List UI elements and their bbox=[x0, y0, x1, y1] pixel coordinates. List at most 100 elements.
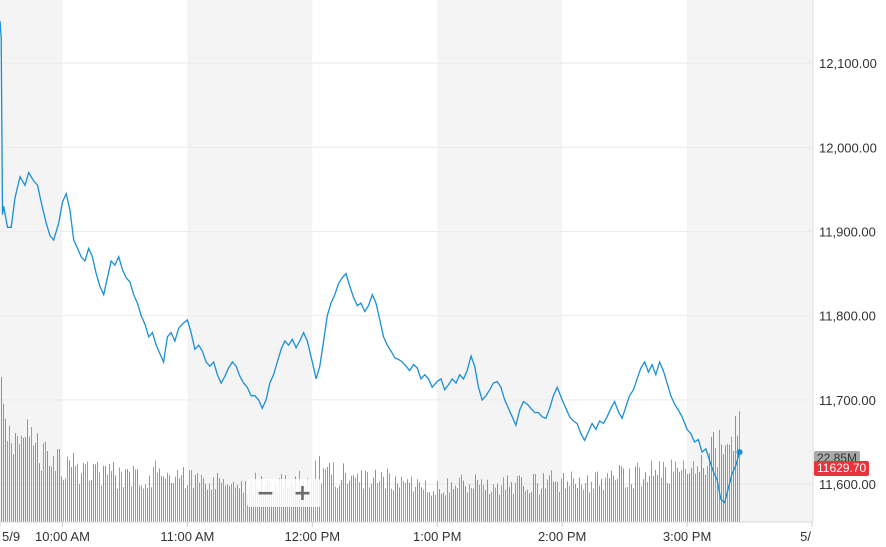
x-tick-label: 12:00 PM bbox=[284, 529, 340, 544]
volume-bar bbox=[87, 461, 88, 522]
volume-bar bbox=[81, 473, 82, 522]
volume-bar bbox=[331, 474, 332, 522]
volume-bar bbox=[427, 492, 428, 522]
volume-bar bbox=[49, 465, 50, 522]
volume-bar bbox=[213, 477, 214, 522]
volume-bar bbox=[595, 472, 596, 522]
session-band bbox=[437, 0, 563, 522]
volume-bar bbox=[93, 463, 94, 522]
volume-bar bbox=[159, 468, 160, 522]
volume-bar bbox=[539, 494, 540, 522]
y-tick-label: 12,100.00 bbox=[819, 56, 877, 71]
volume-bar bbox=[471, 487, 472, 522]
volume-bar bbox=[605, 477, 606, 522]
volume-bar bbox=[389, 473, 390, 522]
volume-bar bbox=[535, 473, 536, 522]
volume-bar bbox=[735, 416, 736, 522]
volume-bar bbox=[193, 487, 194, 522]
volume-bar bbox=[35, 442, 36, 522]
volume-bar bbox=[687, 473, 688, 522]
volume-bar bbox=[211, 489, 212, 522]
volume-bar bbox=[241, 480, 242, 522]
volume-bar bbox=[563, 472, 564, 522]
volume-bar bbox=[181, 475, 182, 522]
volume-bar bbox=[673, 471, 674, 522]
volume-bar bbox=[485, 490, 486, 522]
volume-bar bbox=[39, 463, 40, 522]
volume-bar bbox=[137, 469, 138, 522]
volume-bar bbox=[201, 474, 202, 522]
volume-bar bbox=[381, 471, 382, 522]
volume-bar bbox=[121, 471, 122, 522]
volume-bar bbox=[163, 476, 164, 522]
volume-bar bbox=[175, 476, 176, 522]
volume-bar bbox=[569, 485, 570, 522]
volume-bar bbox=[475, 474, 476, 522]
volume-bar bbox=[505, 489, 506, 522]
volume-bar bbox=[599, 485, 600, 522]
volume-bar bbox=[667, 483, 668, 522]
volume-bar bbox=[329, 463, 330, 522]
volume-bar bbox=[359, 482, 360, 522]
volume-bar bbox=[585, 483, 586, 522]
zoom-out-button[interactable]: − bbox=[256, 480, 275, 506]
volume-bar bbox=[407, 479, 408, 522]
volume-bar bbox=[661, 477, 662, 522]
volume-bar bbox=[245, 481, 246, 522]
volume-bar bbox=[627, 486, 628, 522]
volume-bar bbox=[327, 466, 328, 522]
volume-bar bbox=[351, 475, 352, 522]
volume-bar bbox=[9, 425, 10, 522]
volume-bar bbox=[99, 472, 100, 522]
volume-bar bbox=[417, 479, 418, 522]
volume-bar bbox=[713, 431, 714, 522]
volume-bar bbox=[393, 490, 394, 522]
volume-bar bbox=[695, 473, 696, 522]
volume-bar bbox=[525, 490, 526, 522]
volume-bar bbox=[649, 475, 650, 522]
volume-bar bbox=[523, 485, 524, 522]
volume-bar bbox=[89, 480, 90, 522]
volume-bar bbox=[553, 481, 554, 522]
volume-bar bbox=[419, 482, 420, 522]
volume-bar bbox=[527, 489, 528, 522]
volume-bar bbox=[365, 470, 366, 522]
volume-bar bbox=[473, 488, 474, 522]
y-tick-label: 11,900.00 bbox=[819, 225, 876, 240]
volume-bar bbox=[593, 488, 594, 522]
zoom-control: − + bbox=[247, 479, 321, 507]
volume-bar bbox=[189, 470, 190, 522]
x-tick-label: 2:00 PM bbox=[538, 529, 586, 544]
volume-bar bbox=[703, 468, 704, 522]
volume-bar bbox=[705, 474, 706, 522]
volume-bar bbox=[111, 471, 112, 522]
last-price-marker bbox=[736, 449, 743, 456]
volume-bar bbox=[467, 492, 468, 522]
volume-bar bbox=[497, 483, 498, 522]
zoom-in-button[interactable]: + bbox=[293, 480, 312, 506]
volume-bar bbox=[503, 477, 504, 522]
volume-bar bbox=[95, 464, 96, 522]
volume-bar bbox=[177, 470, 178, 522]
volume-bar bbox=[575, 484, 576, 522]
volume-bar bbox=[507, 475, 508, 522]
volume-bar bbox=[693, 461, 694, 522]
volume-bar bbox=[127, 468, 128, 522]
volume-bar bbox=[619, 465, 620, 522]
volume-bar bbox=[59, 449, 60, 522]
volume-bar bbox=[171, 482, 172, 522]
volume-bar bbox=[223, 479, 224, 522]
volume-bar bbox=[625, 487, 626, 522]
volume-bar bbox=[495, 487, 496, 522]
volume-bar bbox=[659, 461, 660, 522]
volume-bar bbox=[589, 492, 590, 522]
volume-bar bbox=[679, 471, 680, 522]
volume-bar bbox=[263, 496, 264, 522]
volume-bar bbox=[453, 489, 454, 522]
volume-bar bbox=[675, 461, 676, 522]
volume-bar bbox=[719, 429, 720, 522]
volume-bar bbox=[179, 478, 180, 522]
volume-bar bbox=[161, 476, 162, 522]
volume-bar bbox=[663, 461, 664, 522]
